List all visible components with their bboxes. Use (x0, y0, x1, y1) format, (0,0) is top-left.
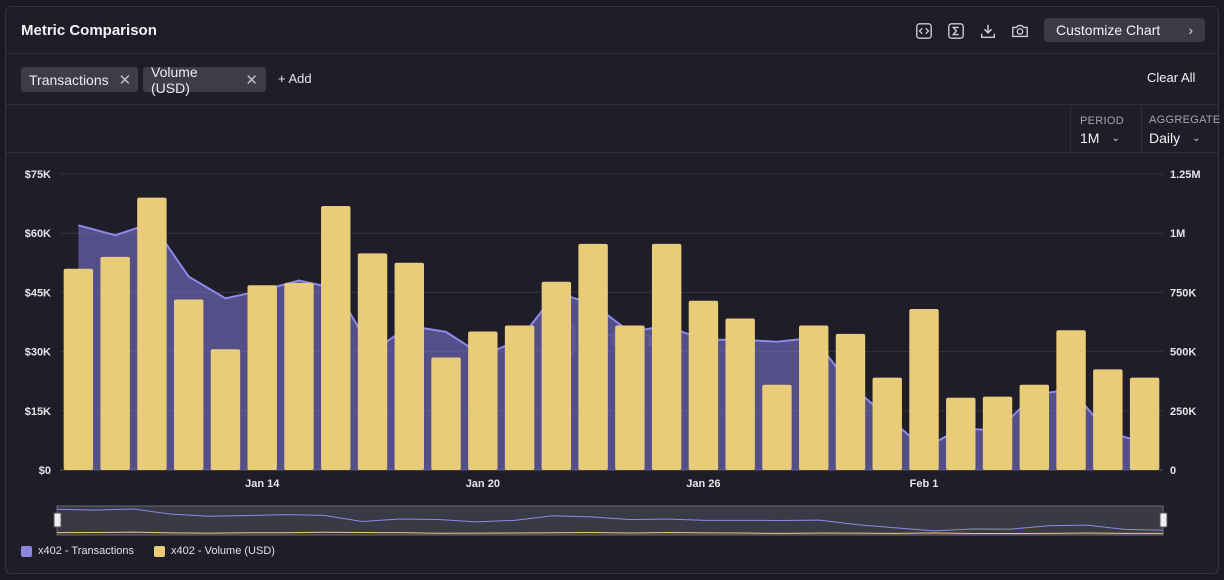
volume-bar (100, 256, 130, 470)
camera-icon[interactable] (1009, 20, 1031, 42)
y-left-tick-label: $45K (25, 287, 51, 299)
range-navigator (56, 505, 1164, 536)
volume-bar (872, 377, 902, 470)
x-tick-label: Jan 20 (466, 478, 500, 490)
y-left-tick-label: $15K (25, 406, 51, 418)
close-icon[interactable]: ✕ (245, 71, 258, 89)
volume-bar (578, 243, 608, 470)
navigator-volume-line (56, 531, 1164, 535)
clear-all-button[interactable]: Clear All (1147, 70, 1196, 85)
volume-bar (541, 281, 572, 470)
volume-bar (799, 325, 829, 470)
legend-item-transactions[interactable]: x402 - Transactions (21, 545, 134, 557)
volume-bar (321, 205, 351, 470)
volume-bar (725, 318, 755, 470)
volume-bar (1093, 369, 1123, 470)
header-toolbar (913, 20, 1031, 42)
sigma-icon[interactable] (945, 20, 967, 42)
y-right-tick-label: 1.25M (1170, 169, 1201, 181)
divider (6, 53, 1218, 54)
aggregate-value: Daily (1149, 130, 1181, 146)
volume-bar (1019, 384, 1050, 470)
chevron-down-icon: ⌄ (1111, 132, 1120, 144)
y-right-tick-label: 500K (1170, 347, 1196, 359)
volume-bar (137, 197, 167, 470)
volume-bar (835, 333, 866, 470)
volume-bar (909, 308, 939, 470)
y-left-tick-label: $0 (39, 465, 51, 477)
volume-bar (173, 299, 204, 470)
aggregate-label: AGGREGATE (1149, 114, 1221, 126)
y-left-tick-label: $30K (25, 347, 51, 359)
volume-bar (615, 325, 645, 470)
period-label: PERIOD (1080, 115, 1124, 127)
navigator-left-handle[interactable] (53, 512, 62, 528)
volume-bar (431, 357, 461, 470)
volume-bar (210, 349, 241, 470)
page-title: Metric Comparison (21, 22, 157, 39)
divider (6, 152, 1218, 153)
y-left-tick-label: $75K (25, 169, 51, 181)
volume-bar (651, 243, 682, 470)
download-icon[interactable] (977, 20, 999, 42)
navigator-transactions-line (56, 508, 1164, 532)
legend-swatch (154, 545, 165, 557)
period-value: 1M (1080, 130, 1100, 146)
y-right-tick-label: 0 (1170, 465, 1176, 477)
volume-bar (1129, 377, 1160, 470)
filter-chip-transactions[interactable]: Transactions ✕ (21, 67, 138, 92)
add-metric-button[interactable]: + Add (278, 71, 312, 86)
volume-bar (468, 331, 498, 470)
volume-bar (762, 384, 792, 470)
volume-bar (247, 285, 277, 470)
volume-bar (63, 268, 94, 470)
embed-code-icon[interactable] (913, 20, 935, 42)
customize-chart-label: Customize Chart (1056, 22, 1161, 38)
y-left-tick-label: $60K (25, 228, 51, 240)
aggregate-select[interactable]: Daily ⌄ (1149, 130, 1201, 146)
divider (6, 104, 1218, 105)
volume-bar (688, 300, 719, 470)
volume-bar (946, 397, 976, 470)
volume-bar (1056, 330, 1086, 470)
chip-label: Volume (USD) (151, 63, 198, 96)
x-tick-label: Jan 14 (245, 478, 280, 490)
chip-label: Transactions (29, 71, 109, 88)
legend-swatch (21, 545, 32, 557)
y-right-tick-label: 250K (1170, 406, 1196, 418)
volume-bar (284, 282, 314, 470)
volume-bar (357, 253, 388, 470)
volume-bar (982, 396, 1013, 470)
chevron-right-icon: › (1188, 22, 1193, 38)
close-icon[interactable]: ✕ (118, 71, 132, 89)
period-select[interactable]: 1M ⌄ (1080, 130, 1120, 146)
volume-bar (504, 325, 535, 470)
chevron-down-icon: ⌄ (1192, 132, 1201, 144)
y-right-tick-label: 750K (1170, 287, 1196, 299)
customize-chart-button[interactable]: Customize Chart › (1044, 18, 1205, 42)
navigator-right-handle[interactable] (1159, 512, 1168, 528)
divider (1141, 105, 1142, 152)
legend-item-volume[interactable]: x402 - Volume (USD) (154, 545, 275, 557)
legend-label: x402 - Transactions (38, 545, 134, 557)
x-tick-label: Feb 1 (910, 478, 939, 490)
filter-chip-volume[interactable]: Volume (USD) ✕ (143, 64, 266, 96)
volume-bar (394, 262, 424, 470)
divider (1070, 105, 1071, 152)
y-right-tick-label: 1M (1170, 228, 1185, 240)
legend-label: x402 - Volume (USD) (171, 545, 275, 557)
x-tick-label: Jan 26 (686, 478, 720, 490)
